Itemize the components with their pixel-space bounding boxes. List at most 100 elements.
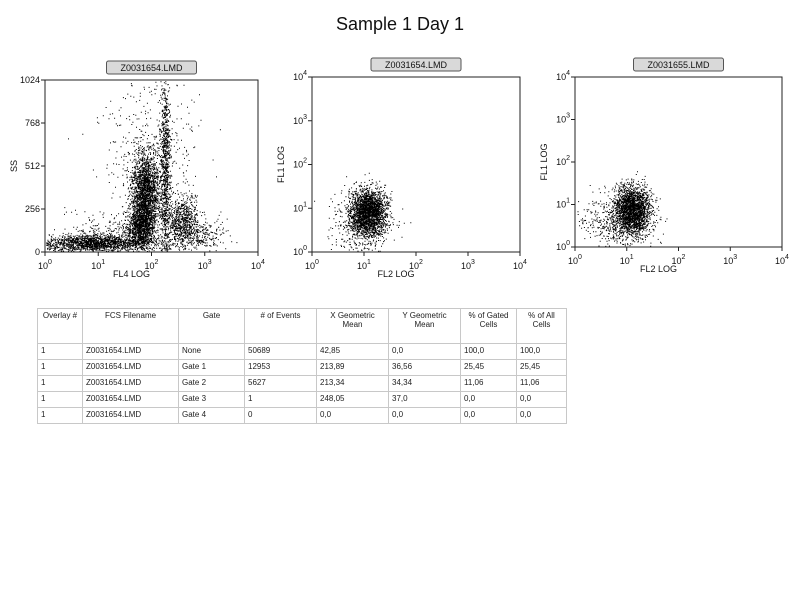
- tick-base: 10: [305, 261, 315, 271]
- file-label: Z0031654.LMD: [120, 63, 183, 73]
- tick-base: 10: [556, 157, 566, 167]
- tick-exponent: 4: [566, 70, 570, 77]
- tick-label: 103: [556, 113, 570, 125]
- tick-label: 101: [620, 254, 634, 266]
- tick-base: 10: [409, 261, 419, 271]
- tick-base: 10: [198, 261, 208, 271]
- tick-exponent: 3: [566, 113, 570, 120]
- table-cell: Gate 2: [178, 375, 245, 392]
- table-cell: 1: [37, 375, 83, 392]
- table-body: 1 Z0031654.LMD None 50689 42,85 0,0 100,0 100,0…: [37, 343, 567, 424]
- tick-base: 768: [25, 118, 40, 128]
- table-cell: 1: [37, 391, 83, 408]
- table-cell: Z0031654.LMD: [82, 391, 179, 408]
- file-label: Z0031655.LMD: [647, 60, 710, 70]
- table-cell: 213,89: [316, 359, 389, 376]
- table-cell: 213,34: [316, 375, 389, 392]
- tick-exponent: 1: [566, 198, 570, 205]
- tick-base: 10: [293, 203, 303, 213]
- tick-base: 10: [461, 261, 471, 271]
- tick-exponent: 1: [630, 254, 634, 261]
- tick-base: 10: [556, 72, 566, 82]
- tick-base: 10: [145, 261, 155, 271]
- tick-base: 10: [723, 256, 733, 266]
- header-cell: Overlay #: [37, 308, 83, 344]
- tick-label: 0: [35, 247, 40, 257]
- table-cell: 1: [244, 391, 317, 408]
- tick-exponent: 1: [303, 201, 307, 208]
- tick-base: 10: [91, 261, 101, 271]
- tick-label: 102: [293, 158, 307, 170]
- tick-base: 10: [568, 256, 578, 266]
- table-cell: Gate 4: [178, 407, 245, 424]
- tick-base: 256: [25, 204, 40, 214]
- tick-base: 10: [556, 200, 566, 210]
- tick-exponent: 2: [155, 259, 159, 266]
- tick-label: 103: [293, 114, 307, 126]
- table-cell: 0: [244, 407, 317, 424]
- tick-label: 100: [568, 254, 582, 266]
- header-cell: % of Gated Cells: [460, 308, 517, 344]
- table-cell: 25,45: [516, 359, 567, 376]
- table-cell: Z0031654.LMD: [82, 407, 179, 424]
- header-row: Overlay # FCS Filename Gate # of Events X Ge…: [37, 308, 567, 344]
- tick-base: 10: [556, 115, 566, 125]
- tick-exponent: 0: [315, 259, 319, 266]
- tick-base: 10: [293, 160, 303, 170]
- table-cell: Gate 3: [178, 391, 245, 408]
- tick-label: 512: [25, 161, 40, 171]
- tick-label: 256: [25, 204, 40, 214]
- table-cell: 0,0: [516, 391, 567, 408]
- x-axis-label: FL2 LOG: [377, 269, 414, 279]
- tick-label: 104: [293, 70, 307, 82]
- tick-label: 101: [293, 201, 307, 213]
- y-axis-label: FL1 LOG: [276, 146, 286, 183]
- header-cell: Gate: [178, 308, 245, 344]
- header-cell: # of Events: [244, 308, 317, 344]
- tick-label: 101: [357, 259, 371, 271]
- tick-label: 1024: [20, 75, 40, 85]
- tick-exponent: 4: [303, 70, 307, 77]
- table-row: 1 Z0031654.LMD Gate 3 1 248,05 37,0 0,0 0,0: [37, 391, 567, 408]
- plot-frame: [574, 76, 783, 248]
- table-cell: 1: [37, 343, 83, 360]
- tick-label: 101: [91, 259, 105, 271]
- tick-exponent: 3: [471, 259, 475, 266]
- table-cell: 100,0: [460, 343, 517, 360]
- table-row: 1 Z0031654.LMD Gate 1 12953 213,89 36,56 25,45…: [37, 359, 567, 376]
- tick-base: 10: [293, 72, 303, 82]
- tick-base: 10: [293, 247, 303, 257]
- tick-exponent: 2: [303, 158, 307, 165]
- stats-table: Overlay # FCS Filename Gate # of Events X Ge…: [37, 308, 567, 424]
- tick-label: 104: [556, 70, 570, 82]
- tick-base: 10: [620, 256, 630, 266]
- tick-exponent: 0: [303, 245, 307, 252]
- table-cell: None: [178, 343, 245, 360]
- table-cell: 248,05: [316, 391, 389, 408]
- tick-label: 104: [775, 254, 789, 266]
- table-cell: Z0031654.LMD: [82, 343, 179, 360]
- tick-exponent: 4: [785, 254, 789, 261]
- table-cell: 1: [37, 407, 83, 424]
- x-axis-label: FL2 LOG: [640, 264, 677, 274]
- tick-label: 102: [556, 155, 570, 167]
- dot-cloud: [577, 171, 668, 247]
- tick-base: 0: [35, 247, 40, 257]
- x-axis-label: FL4 LOG: [113, 269, 150, 279]
- dot-cloud: [46, 81, 238, 252]
- tick-label: 102: [672, 254, 686, 266]
- tick-exponent: 1: [367, 259, 371, 266]
- table-cell: Gate 1: [178, 359, 245, 376]
- file-tag: [370, 57, 462, 72]
- tick-exponent: 0: [578, 254, 582, 261]
- tick-label: 103: [723, 254, 737, 266]
- table-row: 1 Z0031654.LMD Gate 2 5627 213,34 34,34 11,06 1…: [37, 375, 567, 392]
- table-cell: 11,06: [516, 375, 567, 392]
- tick-base: 10: [357, 261, 367, 271]
- table-cell: 34,34: [388, 375, 461, 392]
- file-tag: [106, 60, 197, 75]
- table-cell: 0,0: [460, 407, 517, 424]
- table-cell: 1: [37, 359, 83, 376]
- table-cell: 0,0: [388, 343, 461, 360]
- tick-base: 512: [25, 161, 40, 171]
